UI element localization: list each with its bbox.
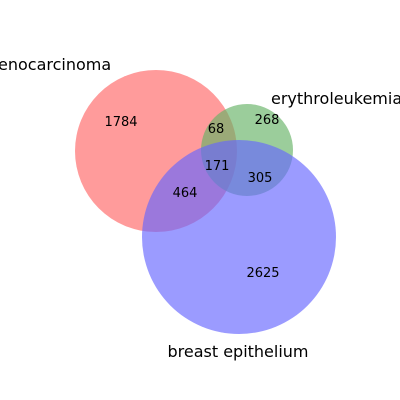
- label-adenocarcinoma: enocarcinoma: [0, 55, 111, 74]
- count-adenocarcinoma-only: 1784: [104, 115, 137, 130]
- venn-circles: [75, 70, 336, 334]
- venn-region-counts: 1784 268 68 171 305 464 2625: [104, 113, 279, 281]
- count-erythroleukemia-breast-epithelium: 305: [248, 171, 273, 186]
- count-all-three: 171: [205, 159, 230, 174]
- circle-breast-epithelium: [142, 140, 336, 334]
- label-erythroleukemia: erythroleukemia: [271, 89, 400, 108]
- count-erythroleukemia-only: 268: [255, 113, 280, 128]
- venn-set-labels: enocarcinoma erythroleukemia breast epit…: [0, 55, 400, 361]
- count-adenocarcinoma-breast-epithelium: 464: [173, 186, 198, 201]
- count-breast-epithelium-only: 2625: [246, 266, 279, 281]
- count-adenocarcinoma-erythroleukemia: 68: [208, 122, 225, 137]
- label-breast-epithelium: breast epithelium: [167, 342, 308, 361]
